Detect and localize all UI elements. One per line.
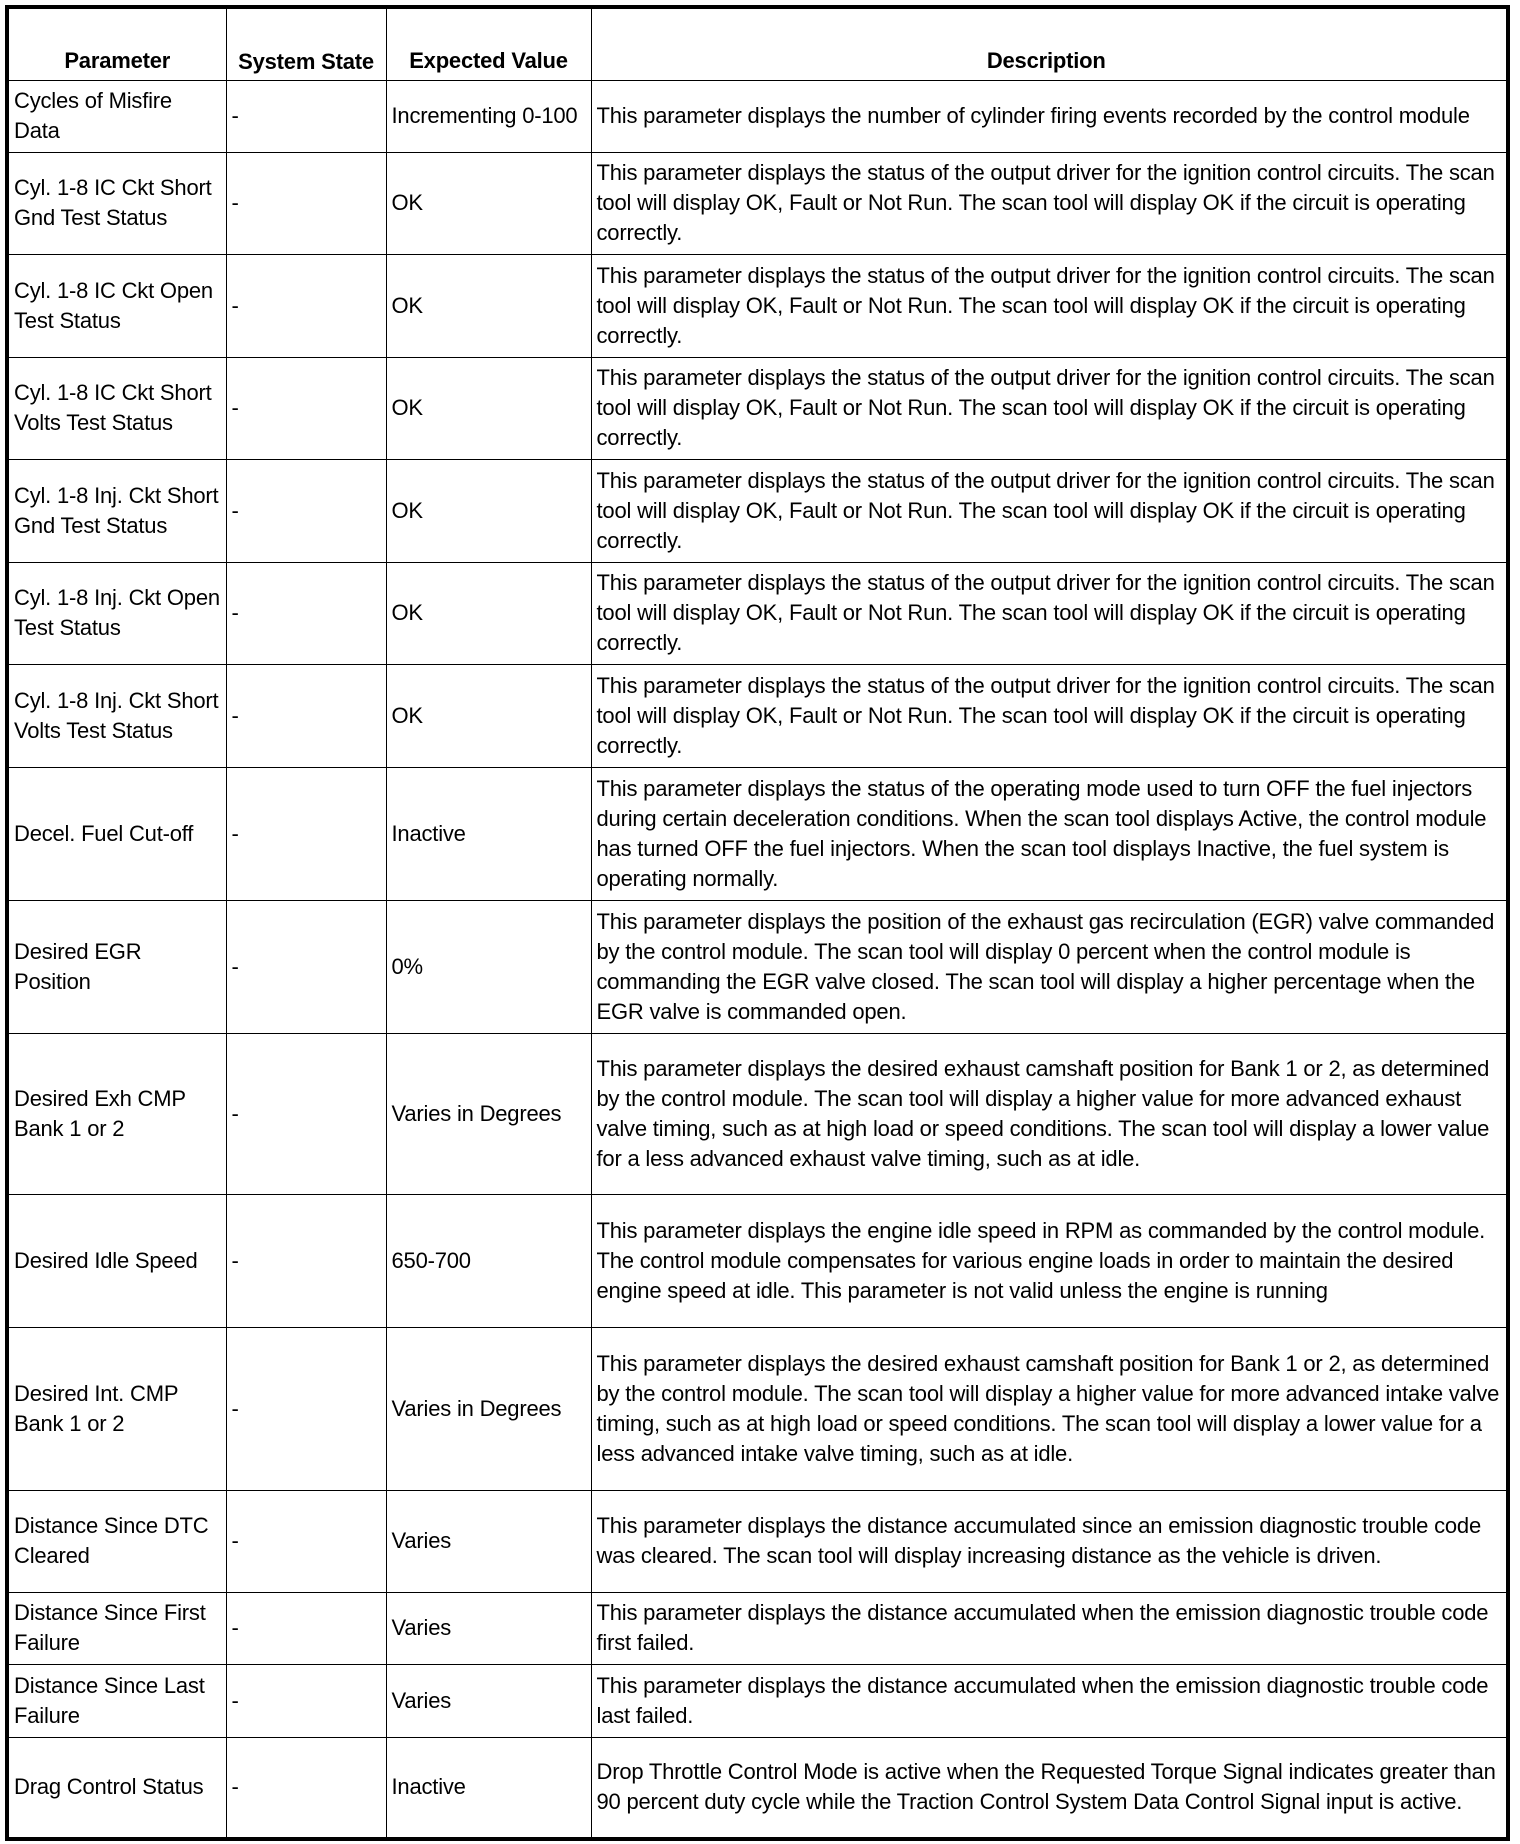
parameter-cell: Distance Since Last Failure <box>6 1663 227 1738</box>
parameter-cell: Cyl. 1-8 IC Ckt Open Test Status <box>6 253 227 358</box>
expected-value-cell: OK <box>385 151 592 255</box>
expected-value-cell: Inactive <box>385 1736 592 1840</box>
parameter-cell: Desired Int. CMP Bank 1 or 2 <box>6 1326 227 1491</box>
table-row: Cycles of Misfire Data - Incrementing 0-10… <box>6 79 1509 153</box>
table-row: Cyl. 1-8 Inj. Ckt Short Volts Test Statu… <box>6 663 1509 768</box>
header-system-state: System State <box>225 6 387 81</box>
description-cell: This parameter displays the distance acc… <box>590 1591 1509 1665</box>
system-state-cell: - <box>225 561 387 665</box>
table-row: Cyl. 1-8 IC Ckt Short Volts Test Status -… <box>6 356 1509 460</box>
expected-value-cell: Inactive <box>385 766 592 901</box>
description-cell: This parameter displays the desired exha… <box>590 1326 1509 1491</box>
system-state-cell: - <box>225 663 387 768</box>
expected-value-cell: Varies in Degrees <box>385 1032 592 1195</box>
table-row: Cyl. 1-8 Inj. Ckt Open Test Status - OK Thi… <box>6 561 1509 665</box>
description-cell: This parameter displays the status of th… <box>590 356 1509 460</box>
description-cell: This parameter displays the distance acc… <box>590 1489 1509 1593</box>
system-state-cell: - <box>225 1193 387 1328</box>
expected-value-cell: OK <box>385 356 592 460</box>
table-row: Cyl. 1-8 IC Ckt Open Test Status - OK This … <box>6 253 1509 358</box>
parameter-cell: Decel. Fuel Cut-off <box>6 766 227 901</box>
table-row: Desired Int. CMP Bank 1 or 2- Varies in D… <box>6 1326 1509 1491</box>
description-cell: This parameter displays the number of cy… <box>590 79 1509 153</box>
system-state-cell: - <box>225 766 387 901</box>
parameter-cell: Desired Idle Speed <box>6 1193 227 1328</box>
description-cell: This parameter displays the status of th… <box>590 151 1509 255</box>
table-row: Cyl. 1-8 Inj. Ckt Short Gnd Test Status -… <box>6 458 1509 563</box>
system-state-cell: - <box>225 1736 387 1840</box>
parameter-table: Parameter System State Expected Value De… <box>5 5 1510 1841</box>
parameter-cell: Desired Exh CMP Bank 1 or 2 <box>6 1032 227 1195</box>
table-row: Drag Control Status - Inactive Drop Throttl… <box>6 1736 1509 1840</box>
system-state-cell: - <box>225 79 387 153</box>
table-row: Decel. Fuel Cut-off - Inactive This paramet… <box>6 766 1509 901</box>
expected-value-cell: Varies in Degrees <box>385 1326 592 1491</box>
system-state-cell: - <box>225 1663 387 1738</box>
system-state-cell: - <box>225 899 387 1034</box>
header-description: Description <box>590 6 1509 81</box>
table-row: Distance Since Last Failure - Varies This p… <box>6 1663 1509 1738</box>
parameter-cell: Distance Since DTC Cleared <box>6 1489 227 1593</box>
parameter-cell: Cycles of Misfire Data <box>6 79 227 153</box>
expected-value-cell: 650-700 <box>385 1193 592 1328</box>
parameter-cell: Drag Control Status <box>6 1736 227 1840</box>
parameter-cell: Cyl. 1-8 Inj. Ckt Short Volts Test Statu… <box>6 663 227 768</box>
table-row: Desired Idle Speed -650-700 This parameter… <box>6 1193 1509 1328</box>
header-parameter: Parameter <box>6 6 227 81</box>
description-cell: Drop Throttle Control Mode is active whe… <box>590 1736 1509 1840</box>
description-cell: This parameter displays the status of th… <box>590 766 1509 901</box>
system-state-cell: - <box>225 1326 387 1491</box>
system-state-cell: - <box>225 1489 387 1593</box>
description-cell: This parameter displays the status of th… <box>590 561 1509 665</box>
expected-value-cell: Incrementing 0-100 <box>385 79 592 153</box>
description-cell: This parameter displays the status of th… <box>590 663 1509 768</box>
table-row: Distance Since First Failure - Varies This … <box>6 1591 1509 1665</box>
expected-value-cell: OK <box>385 458 592 563</box>
description-cell: This parameter displays the status of th… <box>590 458 1509 563</box>
parameter-cell: Cyl. 1-8 Inj. Ckt Short Gnd Test Status <box>6 458 227 563</box>
description-cell: This parameter displays the distance acc… <box>590 1663 1509 1738</box>
description-cell: This parameter displays the engine idle … <box>590 1193 1509 1328</box>
expected-value-cell: Varies <box>385 1489 592 1593</box>
system-state-cell: - <box>225 253 387 358</box>
expected-value-cell: OK <box>385 561 592 665</box>
description-cell: This parameter displays the status of th… <box>590 253 1509 358</box>
expected-value-cell: 0% <box>385 899 592 1034</box>
header-expected-value: Expected Value <box>385 6 592 81</box>
expected-value-cell: OK <box>385 663 592 768</box>
parameter-cell: Cyl. 1-8 IC Ckt Short Gnd Test Status <box>6 151 227 255</box>
parameter-cell: Desired EGR Position <box>6 899 227 1034</box>
system-state-cell: - <box>225 458 387 563</box>
table-row: Distance Since DTC Cleared - Varies This pa… <box>6 1489 1509 1593</box>
table-row: Desired Exh CMP Bank 1 or 2- Varies in De… <box>6 1032 1509 1195</box>
expected-value-cell: Varies <box>385 1663 592 1738</box>
system-state-cell: - <box>225 1032 387 1195</box>
expected-value-cell: Varies <box>385 1591 592 1665</box>
system-state-cell: - <box>225 151 387 255</box>
system-state-cell: - <box>225 1591 387 1665</box>
table-row: Desired EGR Position -0% This parameter di… <box>6 899 1509 1034</box>
parameter-cell: Cyl. 1-8 IC Ckt Short Volts Test Status <box>6 356 227 460</box>
header-row: Parameter System State Expected Value De… <box>6 6 1509 81</box>
system-state-cell: - <box>225 356 387 460</box>
expected-value-cell: OK <box>385 253 592 358</box>
parameter-cell: Distance Since First Failure <box>6 1591 227 1665</box>
description-cell: This parameter displays the desired exha… <box>590 1032 1509 1195</box>
description-cell: This parameter displays the position of … <box>590 899 1509 1034</box>
parameter-cell: Cyl. 1-8 Inj. Ckt Open Test Status <box>6 561 227 665</box>
table-row: Cyl. 1-8 IC Ckt Short Gnd Test Status - OK… <box>6 151 1509 255</box>
